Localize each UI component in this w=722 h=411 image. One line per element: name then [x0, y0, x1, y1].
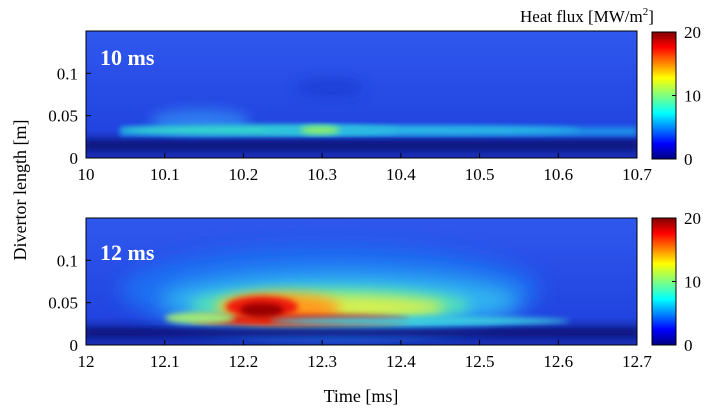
x-tick-label: 10.6	[543, 165, 573, 184]
x-tick-label: 12	[78, 352, 95, 371]
x-tick-label: 10.2	[229, 165, 259, 184]
x-axis-label: Time [ms]	[324, 386, 399, 406]
heatmap-background	[86, 31, 637, 158]
axes-10ms: 10 10.1 10.2 10.3 10.4 10.5 10.6 10.7 0 0.05 0.1	[48, 64, 652, 184]
colorbar-tick-label: 10	[684, 273, 701, 292]
panel-10ms: 10 ms	[85, 30, 638, 159]
y-axis-label: Divertor length [m]	[10, 120, 30, 261]
x-tick-label: 12.1	[150, 352, 180, 371]
x-tick-label: 12.7	[622, 352, 652, 371]
y-tick-label: 0	[70, 336, 79, 355]
colorbar-title: Heat flux [MW/m2]	[520, 6, 654, 26]
x-tick-label: 12.2	[229, 352, 259, 371]
y-tick-label: 0.1	[57, 251, 78, 270]
y-tick-label: 0.05	[48, 294, 78, 313]
heatmap-hotspot	[300, 126, 340, 134]
plot-frame	[85, 30, 638, 159]
colorbar-tick-label: 20	[684, 209, 701, 228]
plot-frame	[85, 217, 638, 346]
x-tick-label: 10.5	[465, 165, 495, 184]
y-tick-label: 0.1	[57, 64, 78, 83]
colorbar-tick-label: 20	[684, 23, 701, 42]
heatmap-hotspot	[240, 303, 284, 317]
panel-label: 12 ms	[100, 240, 155, 265]
y-tick-label: 0.05	[48, 107, 78, 126]
x-tick-label: 10	[78, 165, 95, 184]
heatmap-band	[260, 126, 580, 134]
x-tick-label: 12.3	[307, 352, 337, 371]
heatmap-patch	[295, 78, 365, 98]
colorbar-tick-label: 10	[684, 87, 701, 106]
axes-12ms: 12 12.1 12.2 12.3 12.4 12.5 12.6 12.7 0 0.05 0.1	[48, 251, 652, 371]
x-tick-label: 10.7	[622, 165, 652, 184]
colorbar-tick-label: 0	[684, 150, 693, 169]
colorbar-tick-label: 0	[684, 336, 693, 355]
panel-label: 10 ms	[100, 45, 155, 70]
colorbar-12ms: 0 10 20	[651, 209, 701, 355]
heatmap-field	[86, 245, 637, 336]
heatmap-band	[86, 329, 637, 336]
x-tick-label: 10.1	[150, 165, 180, 184]
colorbar-10ms: 0 10 20 Heat flux [MW/m2]	[520, 6, 701, 169]
x-tick-label: 10.4	[386, 165, 416, 184]
heatmap-band	[86, 141, 637, 149]
heatmap-patch	[165, 312, 235, 324]
y-tick-label: 0	[70, 149, 79, 168]
heatmap-field	[86, 78, 637, 149]
x-tick-label: 12.4	[386, 352, 416, 371]
x-tick-label: 10.3	[307, 165, 337, 184]
x-tick-label: 12.5	[465, 352, 495, 371]
x-tick-label: 12.6	[543, 352, 573, 371]
panel-12ms: 12 ms	[85, 217, 638, 346]
heatmap-band	[270, 317, 570, 325]
